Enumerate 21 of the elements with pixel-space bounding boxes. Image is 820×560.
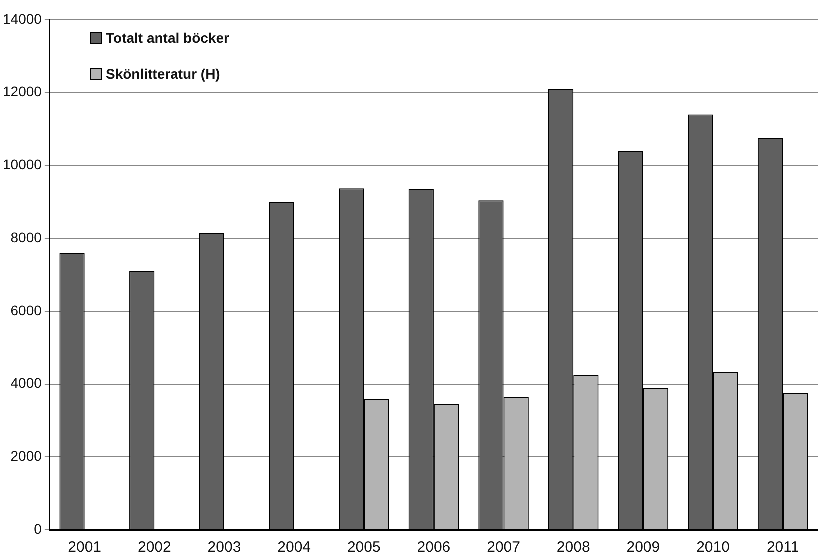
y-tick-label: 6000 [10,302,42,318]
legend-label: Totalt antal böcker [106,30,230,46]
x-tick-label: 2003 [208,539,242,556]
x-tick-label: 2008 [556,539,590,556]
legend-label: Skönlitteratur (H) [106,66,220,82]
x-tick-label: 2004 [278,539,312,556]
y-tick-label: 12000 [2,84,42,100]
x-tick-label: 2010 [696,539,730,556]
x-tick-label: 2011 [766,539,800,556]
y-tick-label: 10000 [2,156,42,173]
y-tick-label: 0 [34,520,42,537]
x-tick-label: 2002 [138,539,172,556]
x-tick-label: 2005 [347,539,381,556]
x-tick-label: 2007 [487,539,520,556]
x-tick-label: 2001 [68,539,102,556]
y-tick-label: 8000 [10,229,42,246]
y-tick-label: 4000 [10,375,42,392]
y-tick-label: 2000 [10,448,42,464]
x-tick-label: 2006 [417,539,451,556]
x-tick-label: 2009 [626,539,660,556]
y-tick-label: 14000 [2,10,42,27]
